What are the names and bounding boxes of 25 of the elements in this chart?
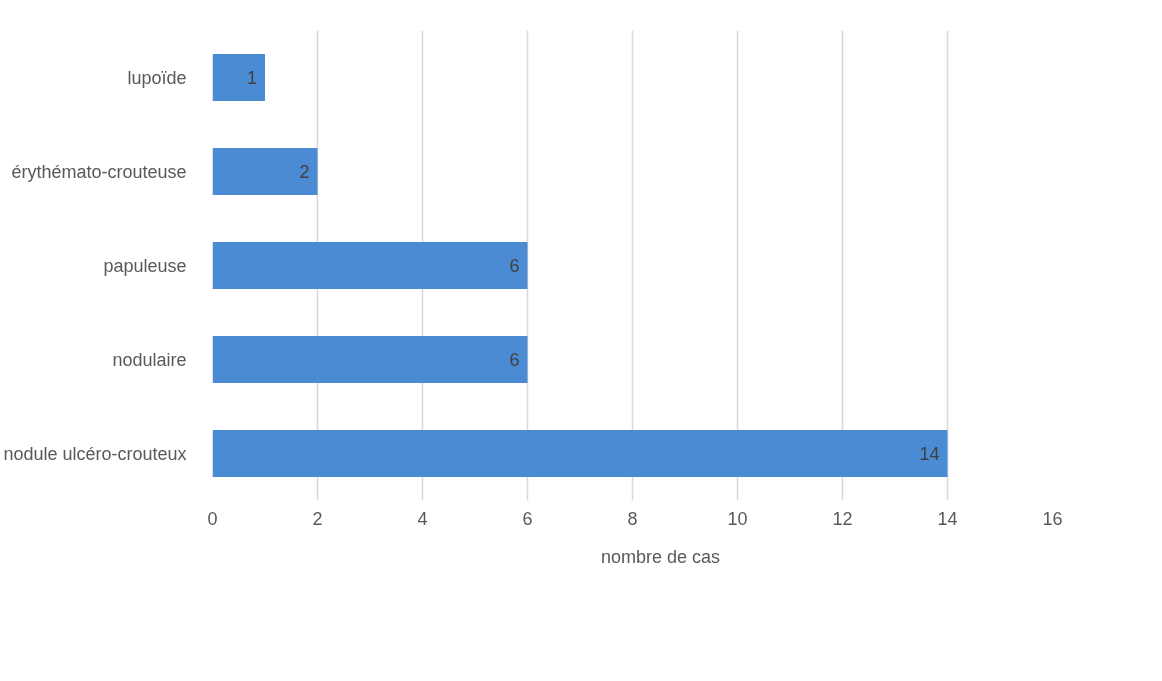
data-label: 6 [509, 256, 520, 276]
y-tick-label: nodule ulcéro-crouteux [3, 443, 187, 464]
bar [212, 242, 528, 289]
data-label: 6 [509, 350, 520, 370]
y-tick-label: érythémato-crouteuse [11, 161, 187, 182]
bar [212, 54, 265, 101]
x-tick-label: 10 [727, 508, 748, 529]
bar [212, 430, 948, 477]
x-tick-label: 0 [207, 508, 218, 529]
x-tick-label: 14 [937, 508, 958, 529]
y-tick-label: papuleuse [103, 255, 187, 276]
x-tick-label: 12 [832, 508, 853, 529]
text: nombre de cas [600, 546, 721, 568]
x-tick-label: 6 [522, 508, 533, 529]
bar [212, 336, 528, 383]
x-tick-label: 4 [417, 508, 428, 529]
x-tick-label: 8 [627, 508, 638, 529]
data-label: 1 [246, 68, 257, 88]
x-tick-label: 2 [312, 508, 323, 529]
x-tick-label: 16 [1042, 508, 1063, 529]
y-tick-label: nodulaire [112, 349, 187, 370]
bar [212, 148, 318, 195]
data-label: 14 [919, 444, 940, 464]
y-tick-label: lupoïde [127, 67, 187, 88]
data-label: 2 [299, 162, 310, 182]
